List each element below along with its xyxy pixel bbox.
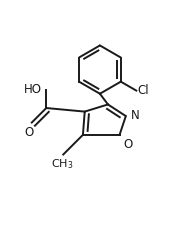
Text: N: N — [131, 109, 140, 122]
Text: O: O — [25, 126, 34, 139]
Text: HO: HO — [24, 83, 42, 96]
Text: CH$_3$: CH$_3$ — [51, 157, 74, 171]
Text: Cl: Cl — [138, 84, 149, 97]
Text: O: O — [123, 138, 132, 151]
